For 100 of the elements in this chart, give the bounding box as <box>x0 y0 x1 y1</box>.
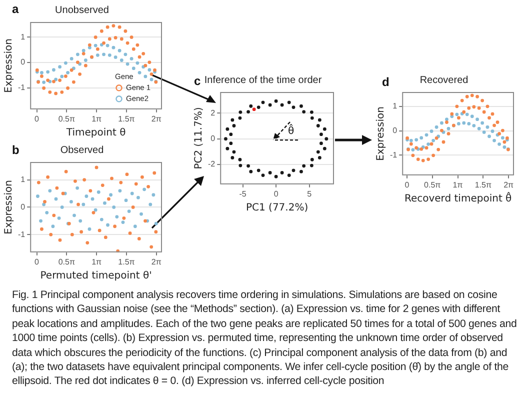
point <box>280 103 284 107</box>
point <box>118 189 122 192</box>
point <box>115 215 119 218</box>
point <box>122 216 126 220</box>
point <box>292 106 296 109</box>
point <box>74 179 77 183</box>
point <box>467 122 471 126</box>
x-axis-title: Timepoint θ <box>65 128 126 139</box>
point <box>482 130 486 134</box>
point <box>224 137 228 141</box>
point <box>409 138 413 142</box>
point <box>488 116 491 120</box>
point <box>125 172 129 176</box>
point <box>131 206 135 209</box>
point <box>118 48 122 52</box>
point <box>78 219 82 223</box>
point <box>92 210 96 214</box>
point <box>110 176 114 180</box>
point <box>51 224 55 228</box>
point <box>445 118 448 122</box>
point <box>274 99 278 103</box>
point <box>39 219 42 223</box>
point <box>496 120 500 124</box>
point <box>84 58 88 62</box>
point <box>94 166 98 170</box>
y-tick-label: -2 <box>208 160 216 169</box>
point <box>320 142 323 146</box>
point <box>470 114 474 118</box>
x-tick-label: 1π <box>452 180 464 190</box>
point <box>455 112 459 116</box>
point <box>421 158 425 162</box>
point <box>70 57 74 60</box>
y-axis-title: PC2 (11.7%) <box>194 107 205 170</box>
point <box>102 52 106 56</box>
point <box>246 110 250 114</box>
point <box>310 158 314 162</box>
point <box>324 137 328 141</box>
point <box>455 104 459 108</box>
point <box>82 52 86 56</box>
point <box>54 78 58 82</box>
point <box>310 116 314 120</box>
point <box>96 190 100 194</box>
point <box>238 158 242 162</box>
point <box>138 55 142 59</box>
point <box>88 46 92 50</box>
point <box>477 106 481 110</box>
point <box>432 154 436 158</box>
y-tick-label: -1 <box>18 83 26 92</box>
point <box>152 171 156 175</box>
x-tick-label: 0.5π <box>58 114 76 124</box>
point <box>446 126 450 130</box>
y-axis-title: Expression <box>4 38 15 93</box>
x-tick-label: 5 <box>307 189 312 198</box>
y-tick-label: 2 <box>210 108 216 118</box>
point <box>136 61 140 65</box>
point <box>124 52 128 56</box>
y-tick-label: 0 <box>20 202 26 212</box>
point <box>238 116 242 120</box>
point <box>40 227 44 231</box>
point <box>420 136 424 140</box>
point <box>100 184 104 187</box>
point <box>133 224 137 228</box>
point <box>409 142 413 146</box>
point <box>40 70 44 74</box>
point <box>450 112 454 116</box>
point <box>232 124 236 128</box>
x-tick-label: 2π <box>504 180 514 190</box>
point <box>54 92 58 96</box>
point <box>76 186 80 190</box>
point <box>274 174 278 178</box>
point <box>287 100 291 104</box>
point <box>268 103 272 107</box>
y-axis-title: Expression <box>4 180 15 234</box>
chart-title: Observed <box>60 144 104 156</box>
point <box>430 142 434 146</box>
point <box>492 124 496 128</box>
point <box>150 72 154 76</box>
point <box>36 194 40 198</box>
point <box>64 170 68 174</box>
point <box>84 64 88 68</box>
x-tick-label: 2π <box>151 114 162 124</box>
y-axis-title: Expression <box>376 106 387 161</box>
point <box>130 192 134 196</box>
point <box>292 168 296 172</box>
point <box>142 188 146 192</box>
point <box>465 112 469 116</box>
point <box>490 130 494 133</box>
point <box>134 182 138 186</box>
point <box>36 180 40 184</box>
point <box>113 224 117 228</box>
point <box>112 46 116 50</box>
point <box>148 68 152 72</box>
point <box>76 52 80 56</box>
point <box>477 126 481 130</box>
y-tick-label: 0 <box>20 58 26 67</box>
point <box>48 90 52 94</box>
point <box>230 118 234 122</box>
point <box>66 70 70 74</box>
point <box>130 36 134 39</box>
point <box>70 68 74 72</box>
